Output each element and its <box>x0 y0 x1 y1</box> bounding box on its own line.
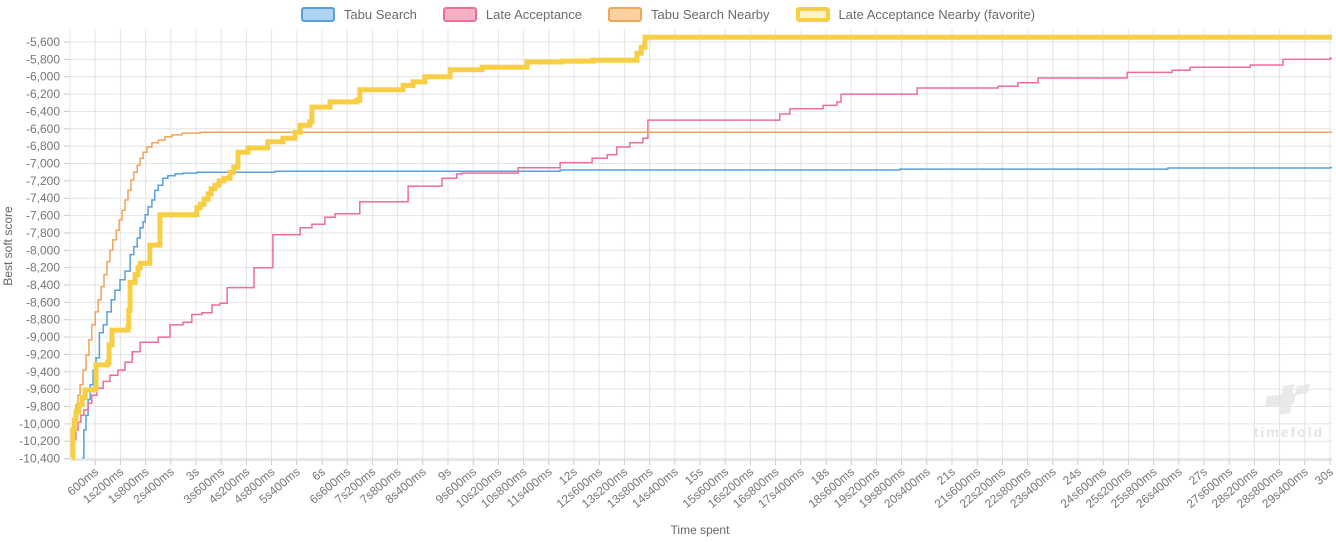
legend-swatch <box>608 7 643 22</box>
legend-item-late-acceptance-nearby-favorite[interactable]: Late Acceptance Nearby (favorite) <box>795 7 1036 22</box>
legend-swatch <box>442 7 477 22</box>
series-line-tabu-search <box>82 166 1332 459</box>
y-tick-label: -10,200 <box>19 434 60 448</box>
legend-label: Late Acceptance Nearby (favorite) <box>838 7 1036 22</box>
y-tick-label: -7,800 <box>26 226 60 240</box>
y-tick-label: -9,000 <box>26 330 60 344</box>
y-tick-label: -5,600 <box>26 35 60 49</box>
legend-label: Tabu Search <box>343 7 417 22</box>
y-tick-label: -5,800 <box>26 52 60 66</box>
y-tick-label: -6,600 <box>26 122 60 136</box>
y-tick-label: -6,000 <box>26 70 60 84</box>
y-tick-label: -6,800 <box>26 139 60 153</box>
y-tick-label: -7,200 <box>26 174 60 188</box>
y-tick-label: -8,800 <box>26 313 60 327</box>
legend-item-tabu-search[interactable]: Tabu Search <box>300 7 417 22</box>
y-tick-label: -8,600 <box>26 295 60 309</box>
y-tick-label: -10,000 <box>19 417 60 431</box>
legend-label: Tabu Search Nearby <box>651 7 770 22</box>
y-axis-title: Best soft score <box>1 206 15 286</box>
legend-swatch <box>795 7 830 22</box>
y-tick-label: -9,800 <box>26 400 60 414</box>
y-tick-label: -9,600 <box>26 382 60 396</box>
y-tick-label: -8,400 <box>26 278 60 292</box>
series-line-late-acceptance-nearby-favorite <box>70 34 1332 461</box>
y-tick-label: -7,400 <box>26 191 60 205</box>
y-tick-label: -7,000 <box>26 157 60 171</box>
watermark-logo-horizontal-bar <box>1265 393 1296 407</box>
y-tick-label: -6,400 <box>26 104 60 118</box>
timefold-watermark: timefold <box>1254 384 1324 440</box>
x-axis-title: Time spent <box>671 523 731 537</box>
y-tick-label: -10,400 <box>19 452 60 466</box>
legend-swatch <box>300 7 335 22</box>
series-line-late-acceptance <box>72 57 1332 457</box>
series-line-tabu-search-nearby <box>72 131 1332 456</box>
y-tick-label: -9,400 <box>26 365 60 379</box>
legend-label: Late Acceptance <box>485 7 583 22</box>
y-tick-label: -6,200 <box>26 87 60 101</box>
plot-area: -5,600 -5,800 -6,000 -6,200 -6,400 -6,600 -6,8… <box>19 29 1336 511</box>
chart-legend: Tabu Search Late Acceptance Tabu Search Ne… <box>0 7 1336 22</box>
x-tick-label: 30s <box>1312 465 1336 488</box>
y-tick-label: -7,600 <box>26 209 60 223</box>
y-tick-label: -8,200 <box>26 261 60 275</box>
watermark-text: timefold <box>1254 424 1324 440</box>
legend-item-tabu-search-nearby[interactable]: Tabu Search Nearby <box>608 7 770 22</box>
y-tick-label: -8,000 <box>26 243 60 257</box>
y-tick-label: -9,200 <box>26 347 60 361</box>
legend-item-late-acceptance[interactable]: Late Acceptance <box>442 7 583 22</box>
